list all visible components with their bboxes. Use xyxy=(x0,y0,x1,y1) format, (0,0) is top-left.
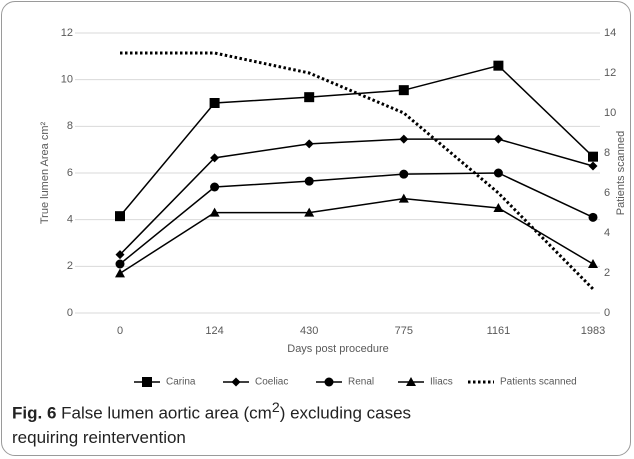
marker xyxy=(209,98,220,108)
marker xyxy=(399,169,409,179)
marker xyxy=(493,168,503,178)
marker xyxy=(304,92,315,103)
marker xyxy=(493,60,504,71)
x-tick-label: 124 xyxy=(205,325,223,337)
y2-tick-label: 4 xyxy=(604,227,610,239)
marker xyxy=(588,212,598,222)
y-tick-label: 0 xyxy=(67,307,73,319)
legend-label: Iliacs xyxy=(430,377,453,388)
caption-text: ) excluding cases requiring reinterventi… xyxy=(12,403,412,447)
y2-axis-title: Patients scanned xyxy=(615,131,627,215)
x-axis-title: Days post procedure xyxy=(287,343,389,355)
y2-tick-label: 0 xyxy=(604,307,610,319)
marker xyxy=(493,134,503,144)
marker xyxy=(115,250,125,260)
y-axis-title: True lumen Area cm² xyxy=(39,122,51,225)
y-tick-label: 4 xyxy=(67,214,73,226)
marker xyxy=(588,151,598,162)
y2-tick-label: 8 xyxy=(604,147,610,159)
y-tick-label: 10 xyxy=(61,74,73,86)
caption-sup: 2 xyxy=(271,400,280,416)
x-tick-label: 1983 xyxy=(581,325,605,337)
caption: Fig. 6 False lumen aortic area (cm2) exc… xyxy=(12,396,432,450)
marker xyxy=(398,85,409,96)
legend-label: Renal xyxy=(348,377,374,388)
marker xyxy=(493,203,504,212)
x-tick-label: 775 xyxy=(395,325,413,337)
legend-marker xyxy=(406,377,416,386)
series-line xyxy=(119,138,594,256)
marker xyxy=(304,176,314,186)
marker xyxy=(210,153,220,163)
legend-marker xyxy=(231,377,241,387)
legend-label: Coeliac xyxy=(255,377,288,388)
y2-tick-label: 14 xyxy=(604,27,616,39)
legend-marker xyxy=(142,377,152,387)
y2-tick-label: 2 xyxy=(604,267,610,279)
marker xyxy=(115,259,125,269)
x-tick-label: 430 xyxy=(300,325,318,337)
marker xyxy=(210,182,220,192)
series-line xyxy=(119,64,594,217)
series-line xyxy=(119,197,594,274)
marker xyxy=(209,207,220,217)
series-line xyxy=(119,172,594,265)
legend-label: Patients scanned xyxy=(500,377,577,388)
legend-marker xyxy=(324,377,334,387)
marker xyxy=(398,193,409,203)
y2-tick-label: 10 xyxy=(604,107,616,119)
marker xyxy=(588,161,598,171)
marker xyxy=(115,268,125,278)
marker xyxy=(115,211,125,222)
caption-label: Fig. 6 xyxy=(12,403,57,423)
marker xyxy=(399,134,409,144)
series-line xyxy=(120,51,595,291)
y-tick-label: 6 xyxy=(67,167,73,179)
marker xyxy=(304,139,314,149)
marker xyxy=(588,259,598,268)
marker xyxy=(304,207,315,217)
y-tick-label: 12 xyxy=(61,27,73,39)
y2-tick-label: 12 xyxy=(604,67,616,79)
x-tick-label: 1161 xyxy=(487,325,511,337)
y-tick-label: 2 xyxy=(67,260,73,272)
caption-text: False lumen aortic area (cm xyxy=(56,403,272,423)
legend-label: Carina xyxy=(166,377,196,388)
y-tick-label: 8 xyxy=(67,120,73,132)
x-tick-label: 0 xyxy=(117,325,123,337)
y2-tick-label: 6 xyxy=(604,187,610,199)
